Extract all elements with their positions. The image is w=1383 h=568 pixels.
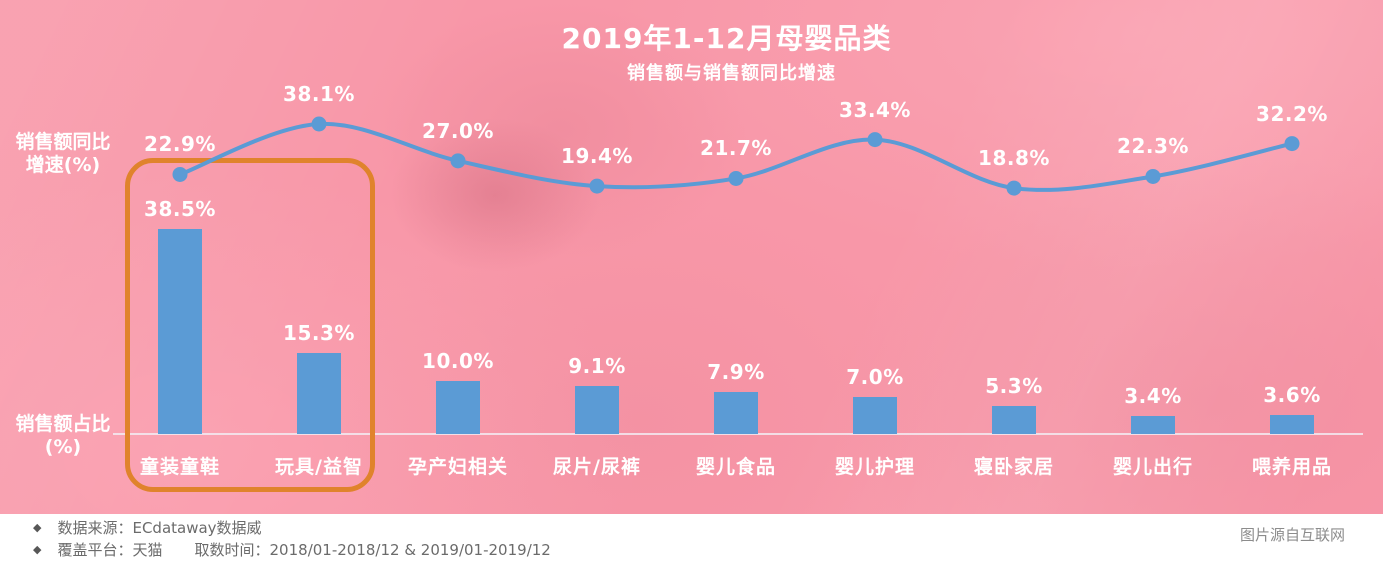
category-label: 喂养用品 [1251,456,1332,478]
growth-line-marker [1145,168,1161,184]
footer-platform-label: 覆盖平台： [57,541,133,559]
growth-line-marker [728,170,744,186]
growth-value-label: 18.8% [978,146,1050,171]
footer-source-value: ECdataway数据威 [132,519,262,537]
category-label: 婴儿食品 [695,456,776,478]
footer-source-label: 数据来源： [57,519,133,537]
growth-line-marker [867,132,883,148]
footer-bar: ◆ 数据来源：ECdataway数据威 ◆ 覆盖平台：天猫 取数时间：2018/01-… [0,514,1383,568]
growth-line-marker [311,116,327,132]
share-value-label: 7.9% [707,359,765,384]
growth-value-label: 38.1% [283,82,355,106]
sales-share-bar [297,352,341,434]
y-axis-label-share: 销售额占比 (%) [2,413,124,459]
axis-label-line: 销售额占比 [15,413,111,435]
x-axis-line [113,433,1363,435]
growth-value-label: 22.3% [1117,134,1189,159]
category-label: 寝卧家居 [973,456,1054,478]
diamond-bullet-icon: ◆ [33,521,42,534]
growth-line-marker [589,178,605,194]
share-value-label: 9.1% [568,353,626,378]
growth-value-label: 32.2% [1256,101,1328,126]
sales-share-bar [436,380,480,434]
growth-value-label: 19.4% [561,144,633,169]
footer-period-value: 2018/01-2018/12 & 2019/01-2019/12 [269,541,551,559]
category-label: 尿片/尿裤 [553,456,641,478]
category-label: 孕产妇相关 [407,456,508,478]
growth-value-label: 21.7% [700,136,772,161]
sales-share-bar [853,396,897,434]
share-value-label: 5.3% [985,373,1043,398]
growth-value-label: 27.0% [422,118,494,143]
category-label: 玩具/益智 [275,456,363,478]
growth-value-label: 33.4% [839,97,911,122]
growth-line-marker [450,153,466,169]
share-value-label: 15.3% [283,320,355,345]
category-label: 婴儿护理 [834,456,915,478]
share-value-label: 38.5% [144,197,216,222]
share-value-label: 3.4% [1124,383,1182,408]
sales-share-bar [575,385,619,434]
share-value-label: 7.0% [846,364,904,389]
share-value-label: 3.6% [1263,382,1321,407]
axis-label-line: 增速(%) [25,154,101,176]
sales-share-bar [992,405,1036,434]
category-label: 婴儿出行 [1112,456,1193,478]
sales-share-bar [714,391,758,434]
chart-title: 2019年1-12月母婴品类 [561,22,892,55]
chart-poster-background: 2019年1-12月母婴品类 销售额与销售额同比增速 销售额同比 增速(%) 销… [0,0,1383,514]
footer-period-label: 取数时间： [194,541,270,559]
axis-label-line: 销售额同比 [15,131,111,153]
growth-line-marker [1006,180,1022,196]
category-label: 童装童鞋 [139,456,220,478]
footer-source-line: ◆ 数据来源：ECdataway数据威 [33,517,262,538]
sales-share-bar [1270,414,1314,434]
chart-subtitle: 销售额与销售额同比增速 [627,63,836,84]
growth-line-marker [1284,136,1300,152]
growth-value-label: 22.9% [144,132,216,157]
axis-label-line: (%) [44,436,82,458]
footer-platform-value: 天猫 [132,541,163,559]
footer-platform-line: ◆ 覆盖平台：天猫 取数时间：2018/01-2018/12 & 2019/01-2… [33,539,551,560]
image-credit: 图片源自互联网 [1239,526,1345,544]
share-value-label: 10.0% [422,348,494,373]
sales-share-bar [1131,415,1175,434]
diamond-bullet-icon: ◆ [33,543,42,556]
sales-share-bar [158,229,202,434]
y-axis-label-growth: 销售额同比 增速(%) [2,131,124,177]
